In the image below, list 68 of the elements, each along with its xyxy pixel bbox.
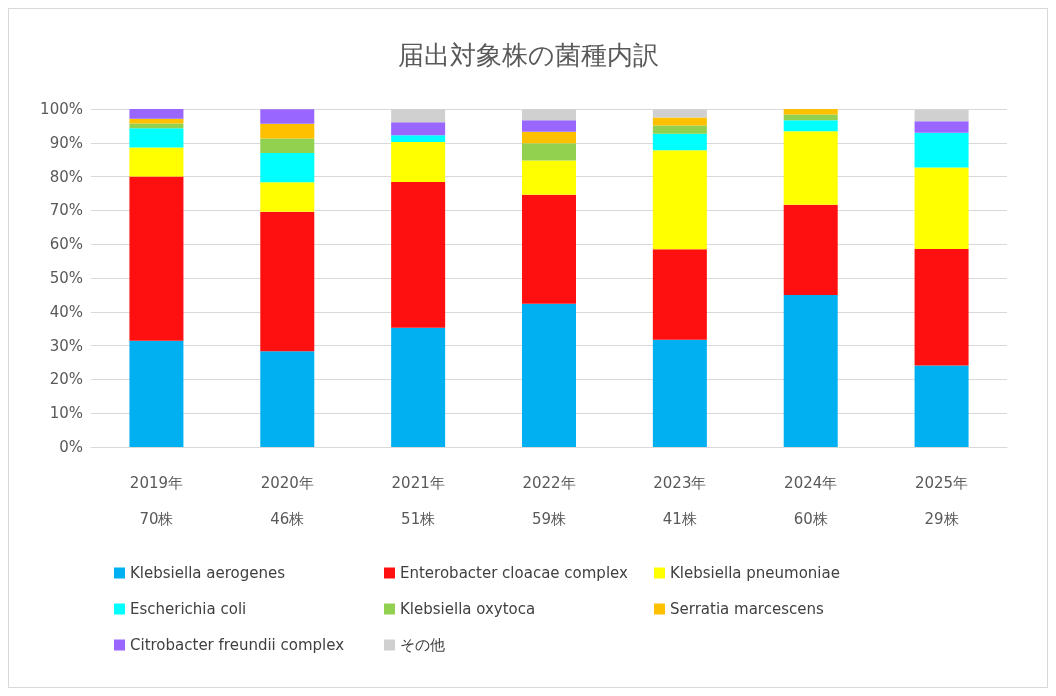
bar [260,109,315,124]
bar [129,118,184,124]
bar [783,204,838,295]
bar [522,120,576,132]
bar [652,249,707,340]
bar [129,128,184,148]
bar [260,138,315,153]
y-tick-label: 40% [49,302,83,321]
category-label: 2020年 46株 [260,474,314,528]
legend-label: Citrobacter freundii complex [130,636,345,654]
bar [260,123,315,139]
bar [260,182,315,212]
bar [391,182,446,328]
legend-label: Escherichia coli [130,600,247,618]
bar [914,365,969,447]
bar [783,131,838,205]
bar [652,150,707,250]
legend-label: Enterobacter cloacae complex [400,564,629,582]
legend-label: Klebsiella aerogenes [130,564,286,582]
bar [914,121,969,133]
bar [391,142,446,183]
y-tick-label: 100% [40,100,83,118]
category-label: 2024年 60株 [784,474,838,528]
category-label: 2021年 51株 [391,474,445,528]
bar [522,194,576,304]
y-tick-label: 70% [49,201,83,220]
y-tick-label: 30% [49,336,83,355]
bar [783,109,838,115]
bar [522,303,576,447]
bar [652,125,707,134]
bar [652,133,707,151]
bar [522,131,576,144]
bar [522,143,576,161]
bar [260,152,315,183]
bar [129,109,184,119]
bar [522,160,576,195]
legend-label: Serratia marcescens [670,600,824,618]
bar [652,339,707,447]
y-tick-label: 20% [49,370,83,389]
bar [914,132,969,168]
category-label: 2023年 41株 [653,474,707,528]
category-label: 2019年 70株 [129,474,184,528]
legend-label: Klebsiella oxytoca [400,600,536,618]
bar [260,211,315,352]
bar [783,120,838,132]
y-tick-label: 80% [49,167,83,186]
bar [129,176,184,341]
bar [391,135,446,143]
y-tick-label: 10% [49,404,83,423]
legend-label: その他 [400,636,445,654]
bar [129,147,184,177]
bar [914,248,969,366]
bar [783,114,838,121]
y-tick-label: 50% [49,269,83,287]
bar [783,294,838,447]
bar [129,340,184,447]
bar [391,327,446,447]
legend-label: Klebsiella pneumoniae [670,564,840,582]
chart-title: 届出対象株の菌種内訳 [397,40,659,70]
category-label: 2022年 59株 [522,474,576,528]
y-tick-label: 90% [49,133,83,152]
bar [391,122,446,136]
y-tick-label: 60% [49,235,83,254]
category-label: 2025年 29株 [914,474,969,528]
bar [260,351,315,447]
bar [914,167,969,249]
y-tick-label: 0% [59,438,83,456]
bar [652,117,707,126]
